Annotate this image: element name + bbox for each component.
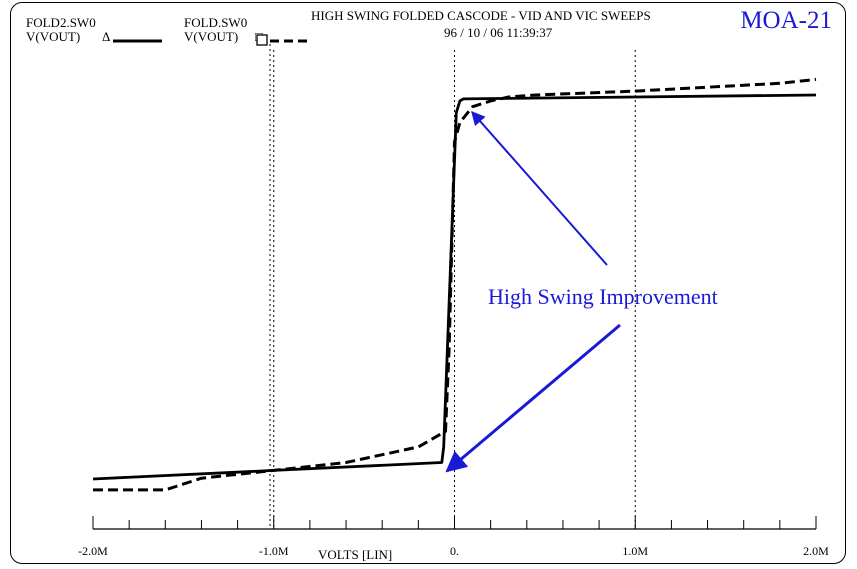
chart-date: 96 / 10 / 06 11:39:37 (444, 25, 553, 40)
annotation-arrow-upper (471, 110, 608, 266)
legend-file-2: FOLD.SW0 (184, 15, 248, 30)
chart-title: HIGH SWING FOLDED CASCODE - VID AND VIC … (311, 8, 651, 23)
plot-frame (10, 2, 846, 564)
x-tick-label: -1.0M (258, 544, 289, 558)
x-axis-label: VOLTS [LIN] (318, 547, 393, 562)
x-tick-label: 2.0M (803, 544, 829, 558)
legend-signal-1: V(VOUT) (26, 29, 81, 44)
annotation-arrow-lower (445, 323, 621, 473)
legend-signal-2: V(VOUT) (184, 29, 239, 44)
legend-square-marker (256, 34, 268, 46)
x-tick-label: -2.0M (78, 544, 108, 558)
series-line-2 (93, 77, 817, 492)
annotation-label: High Swing Improvement (488, 284, 718, 309)
x-tick-label: 1.0M (622, 544, 649, 558)
x-tick-label: 0. (450, 544, 459, 558)
legend-file-1: FOLD2.SW0 (26, 15, 96, 30)
page-badge: MOA-21 (740, 7, 832, 34)
legend-marker-1: Δ (102, 29, 111, 44)
